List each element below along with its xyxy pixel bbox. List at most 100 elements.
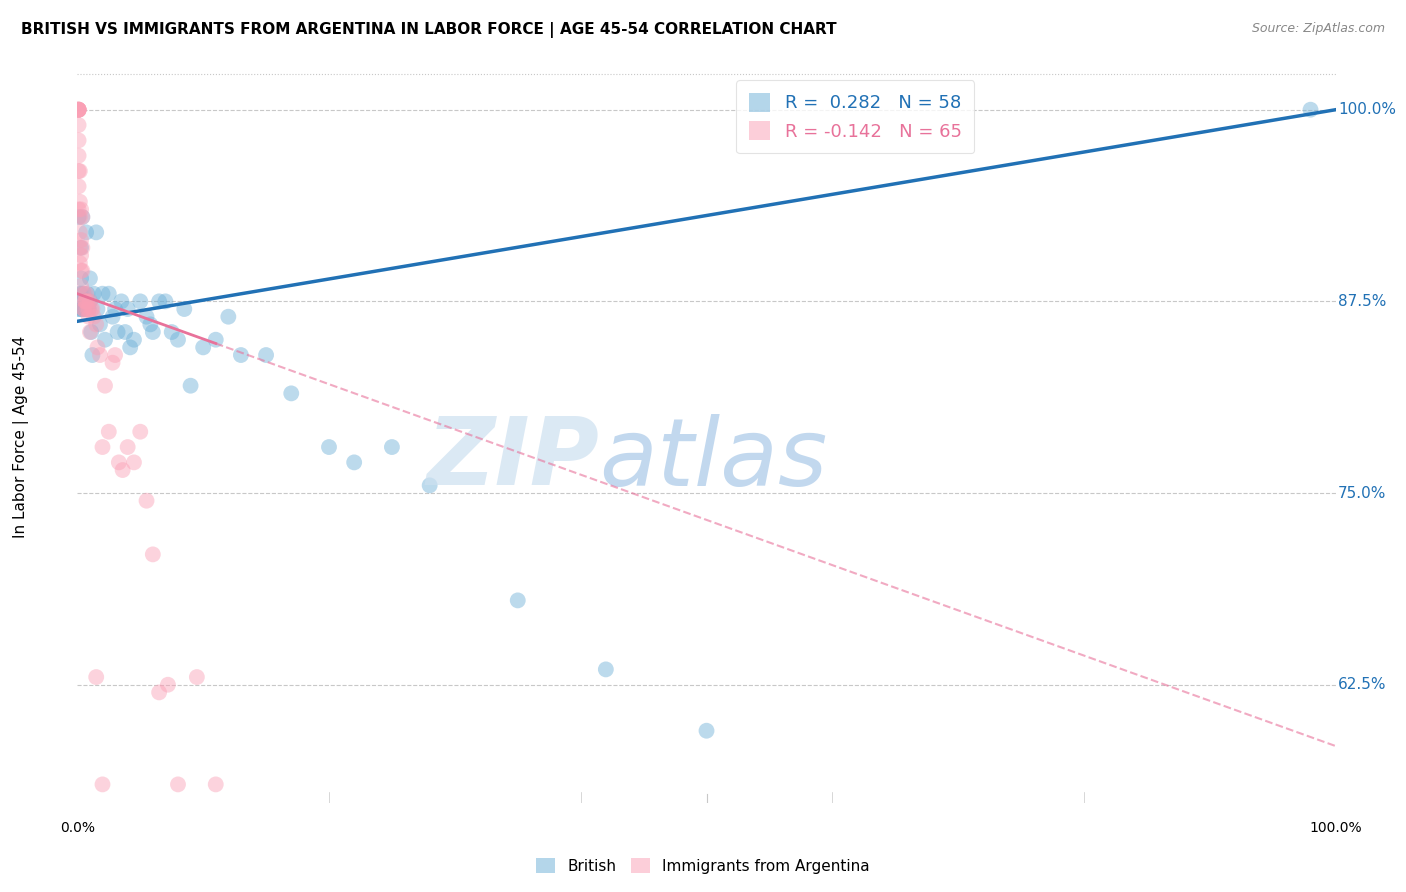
Point <box>72 301 94 316</box>
Point <box>67 149 90 163</box>
Point <box>94 378 117 392</box>
Point <box>82 301 104 316</box>
Point <box>204 333 226 347</box>
Point <box>84 670 107 684</box>
Point <box>142 325 165 339</box>
Point <box>79 294 101 309</box>
Point <box>80 325 103 339</box>
Point <box>77 301 100 316</box>
Point <box>70 233 93 247</box>
Point <box>72 301 94 316</box>
Point <box>83 310 105 324</box>
Point <box>89 318 111 332</box>
Point <box>86 340 108 354</box>
Point <box>69 241 91 255</box>
Point <box>72 286 94 301</box>
Point <box>155 294 177 309</box>
Point <box>114 325 136 339</box>
Text: atlas: atlas <box>599 414 828 505</box>
Point <box>76 286 98 301</box>
Point <box>91 440 114 454</box>
Point <box>72 301 94 316</box>
Point <box>86 301 108 316</box>
Point <box>135 493 157 508</box>
Point <box>129 425 152 439</box>
Point <box>148 294 170 309</box>
Point <box>84 226 107 240</box>
Point <box>343 455 366 469</box>
Text: In Labor Force | Age 45-54: In Labor Force | Age 45-54 <box>13 336 28 538</box>
Point <box>73 294 96 309</box>
Point <box>595 662 617 676</box>
Point <box>69 164 91 178</box>
Point <box>70 202 93 217</box>
Point <box>67 202 90 217</box>
Point <box>167 777 190 791</box>
Point <box>381 440 404 454</box>
Point <box>67 133 90 147</box>
Point <box>67 103 90 117</box>
Point <box>69 256 91 270</box>
Point <box>67 301 90 316</box>
Point <box>122 333 145 347</box>
Point <box>69 301 91 316</box>
Point <box>101 310 124 324</box>
Point <box>70 271 93 285</box>
Point <box>77 310 100 324</box>
Point <box>67 118 90 132</box>
Point <box>104 301 127 316</box>
Point <box>148 685 170 699</box>
Point <box>69 210 91 224</box>
Text: 62.5%: 62.5% <box>1339 677 1386 692</box>
Point <box>75 294 97 309</box>
Point <box>67 103 90 117</box>
Point <box>91 777 114 791</box>
Point <box>101 356 124 370</box>
Point <box>135 310 157 324</box>
Point <box>180 378 202 392</box>
Point <box>77 301 100 316</box>
Point <box>254 348 277 362</box>
Point <box>122 455 145 469</box>
Point <box>76 301 98 316</box>
Point <box>70 279 93 293</box>
Point <box>117 301 139 316</box>
Point <box>280 386 302 401</box>
Text: 100.0%: 100.0% <box>1309 822 1362 835</box>
Point <box>67 103 90 117</box>
Point <box>173 301 195 316</box>
Point <box>318 440 340 454</box>
Point <box>129 294 152 309</box>
Point <box>117 440 139 454</box>
Point <box>80 301 103 316</box>
Point <box>67 103 90 117</box>
Point <box>72 286 94 301</box>
Point <box>107 325 129 339</box>
Point <box>82 348 104 362</box>
Legend: R =  0.282   N = 58, R = -0.142   N = 65: R = 0.282 N = 58, R = -0.142 N = 65 <box>735 80 974 153</box>
Point <box>70 286 93 301</box>
Point <box>139 318 162 332</box>
Point <box>67 179 90 194</box>
Text: 100.0%: 100.0% <box>1339 103 1396 117</box>
Point <box>75 286 97 301</box>
Point <box>696 723 718 738</box>
Point <box>91 286 114 301</box>
Point <box>419 478 441 492</box>
Point <box>108 455 131 469</box>
Point <box>67 103 90 117</box>
Text: 75.0%: 75.0% <box>1339 485 1386 500</box>
Point <box>120 340 142 354</box>
Point <box>229 348 252 362</box>
Text: Source: ZipAtlas.com: Source: ZipAtlas.com <box>1251 22 1385 36</box>
Point <box>72 210 94 224</box>
Point <box>111 463 134 477</box>
Point <box>110 294 132 309</box>
Point <box>70 248 93 262</box>
Point <box>204 777 226 791</box>
Point <box>69 194 91 209</box>
Text: BRITISH VS IMMIGRANTS FROM ARGENTINA IN LABOR FORCE | AGE 45-54 CORRELATION CHAR: BRITISH VS IMMIGRANTS FROM ARGENTINA IN … <box>21 22 837 38</box>
Point <box>506 593 529 607</box>
Point <box>73 294 96 309</box>
Point <box>104 348 127 362</box>
